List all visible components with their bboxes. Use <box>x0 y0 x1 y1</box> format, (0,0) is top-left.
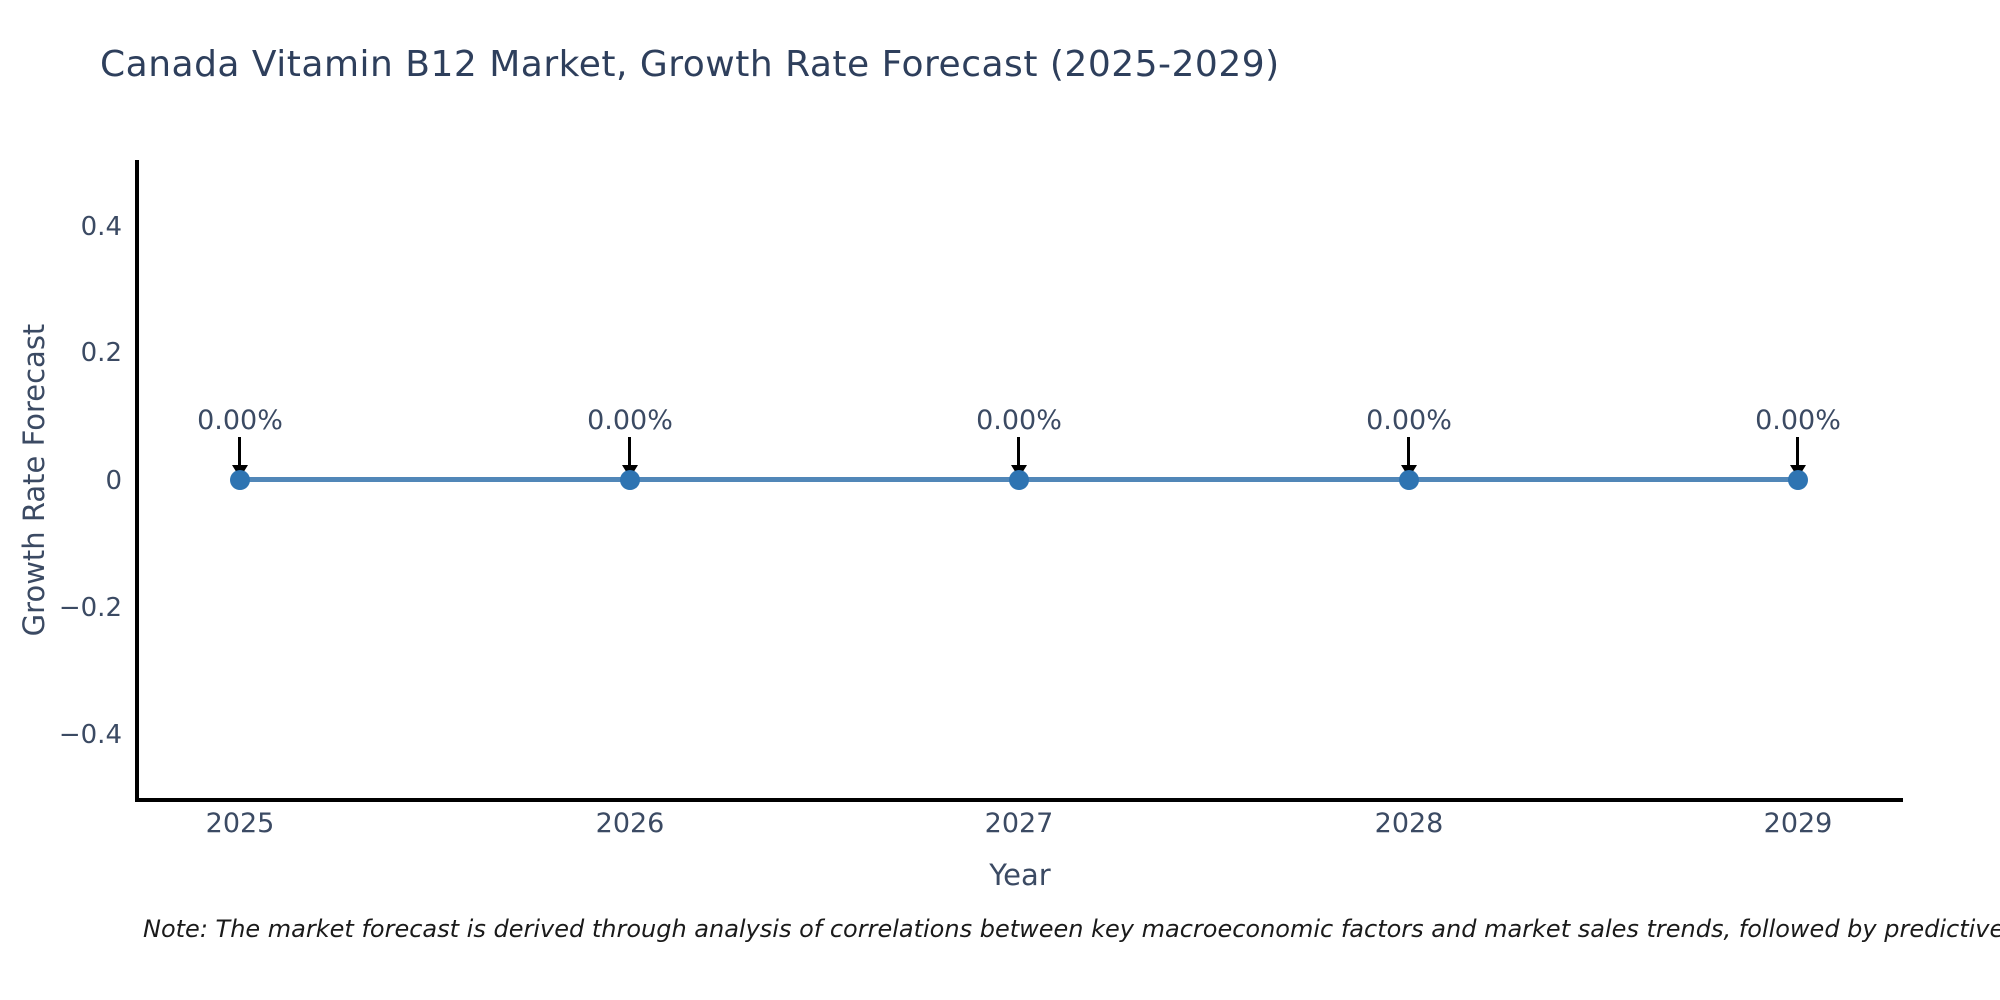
data-point-annotation: 0.00% <box>587 405 673 436</box>
x-tick-label: 2028 <box>1374 808 1444 839</box>
footnote: Note: The market forecast is derived thr… <box>143 915 2000 943</box>
data-point-annotation: 0.00% <box>1755 405 1841 436</box>
y-tick-label: 0.2 <box>80 338 122 368</box>
annotation-arrow <box>628 437 631 467</box>
data-point-marker <box>230 470 250 490</box>
y-tick-label: 0.4 <box>80 212 122 242</box>
y-tick-label: −0.2 <box>58 593 122 623</box>
chart-title: Canada Vitamin B12 Market, Growth Rate F… <box>100 44 1280 85</box>
data-point-marker <box>1009 470 1029 490</box>
data-point-marker <box>620 470 640 490</box>
data-point-annotation: 0.00% <box>976 405 1062 436</box>
data-point-marker <box>1788 470 1808 490</box>
y-axis-line <box>135 160 139 802</box>
data-point-marker <box>1399 470 1419 490</box>
data-point-annotation: 0.00% <box>197 405 283 436</box>
y-tick-label: 0 <box>105 466 122 496</box>
y-tick-label: −0.4 <box>58 720 122 750</box>
annotation-arrow <box>1407 437 1410 467</box>
x-tick-label: 2027 <box>984 808 1054 839</box>
x-tick-label: 2026 <box>595 808 665 839</box>
x-axis-title: Year <box>989 858 1051 892</box>
annotation-arrow <box>1017 437 1020 467</box>
x-tick-label: 2029 <box>1763 808 1833 839</box>
annotation-arrow <box>1796 437 1799 467</box>
x-tick-label: 2025 <box>205 808 275 839</box>
x-axis-line <box>135 798 1903 802</box>
annotation-arrow <box>238 437 241 467</box>
data-point-annotation: 0.00% <box>1366 405 1452 436</box>
